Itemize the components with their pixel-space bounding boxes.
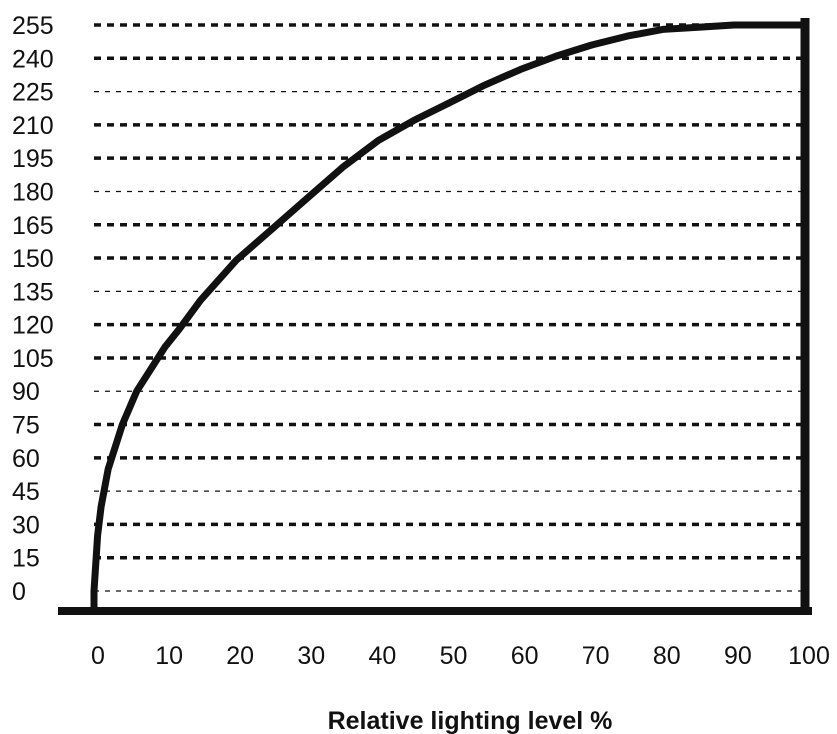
x-tick-label-40: 40	[368, 642, 396, 670]
x-tick-label-30: 30	[297, 642, 325, 670]
y-tick-label-0: 0	[12, 578, 26, 606]
x-tick-label-70: 70	[582, 642, 610, 670]
x-tick-label-20: 20	[226, 642, 254, 670]
y-tick-labels: 0 15 30 45 60 75 90 105 120 135 150 165 180 195 210 225…	[12, 12, 54, 606]
x-tick-label-100: 100	[788, 642, 830, 670]
x-tick-labels: 0 10 20 30 40 50 60 70 80 90 100	[91, 642, 830, 670]
x-tick-label-80: 80	[653, 642, 681, 670]
y-tick-label-15: 15	[12, 545, 40, 573]
y-tick-label-180: 180	[12, 178, 54, 206]
y-tick-label-240: 240	[12, 45, 54, 73]
y-tick-label-120: 120	[12, 312, 54, 340]
y-tick-label-90: 90	[12, 378, 40, 406]
y-tick-label-165: 165	[12, 212, 54, 240]
y-tick-label-75: 75	[12, 412, 40, 440]
x-tick-label-60: 60	[511, 642, 539, 670]
y-tick-label-255: 255	[12, 12, 54, 40]
x-tick-label-10: 10	[155, 642, 183, 670]
y-tick-label-210: 210	[12, 112, 54, 140]
y-tick-label-60: 60	[12, 445, 40, 473]
grid	[94, 23, 805, 592]
x-tick-label-50: 50	[440, 642, 468, 670]
y-tick-label-135: 135	[12, 278, 54, 306]
y-tick-label-195: 195	[12, 145, 54, 173]
x-axis-title: Relative lighting level %	[328, 707, 613, 734]
y-tick-label-45: 45	[12, 478, 40, 506]
y-tick-label-150: 150	[12, 245, 54, 273]
y-tick-label-30: 30	[12, 511, 40, 539]
y-tick-label-225: 225	[12, 79, 54, 107]
y-tick-label-105: 105	[12, 345, 54, 373]
x-tick-label-0: 0	[91, 642, 105, 670]
series-line-0	[90, 21, 809, 595]
x-tick-label-90: 90	[724, 642, 752, 670]
